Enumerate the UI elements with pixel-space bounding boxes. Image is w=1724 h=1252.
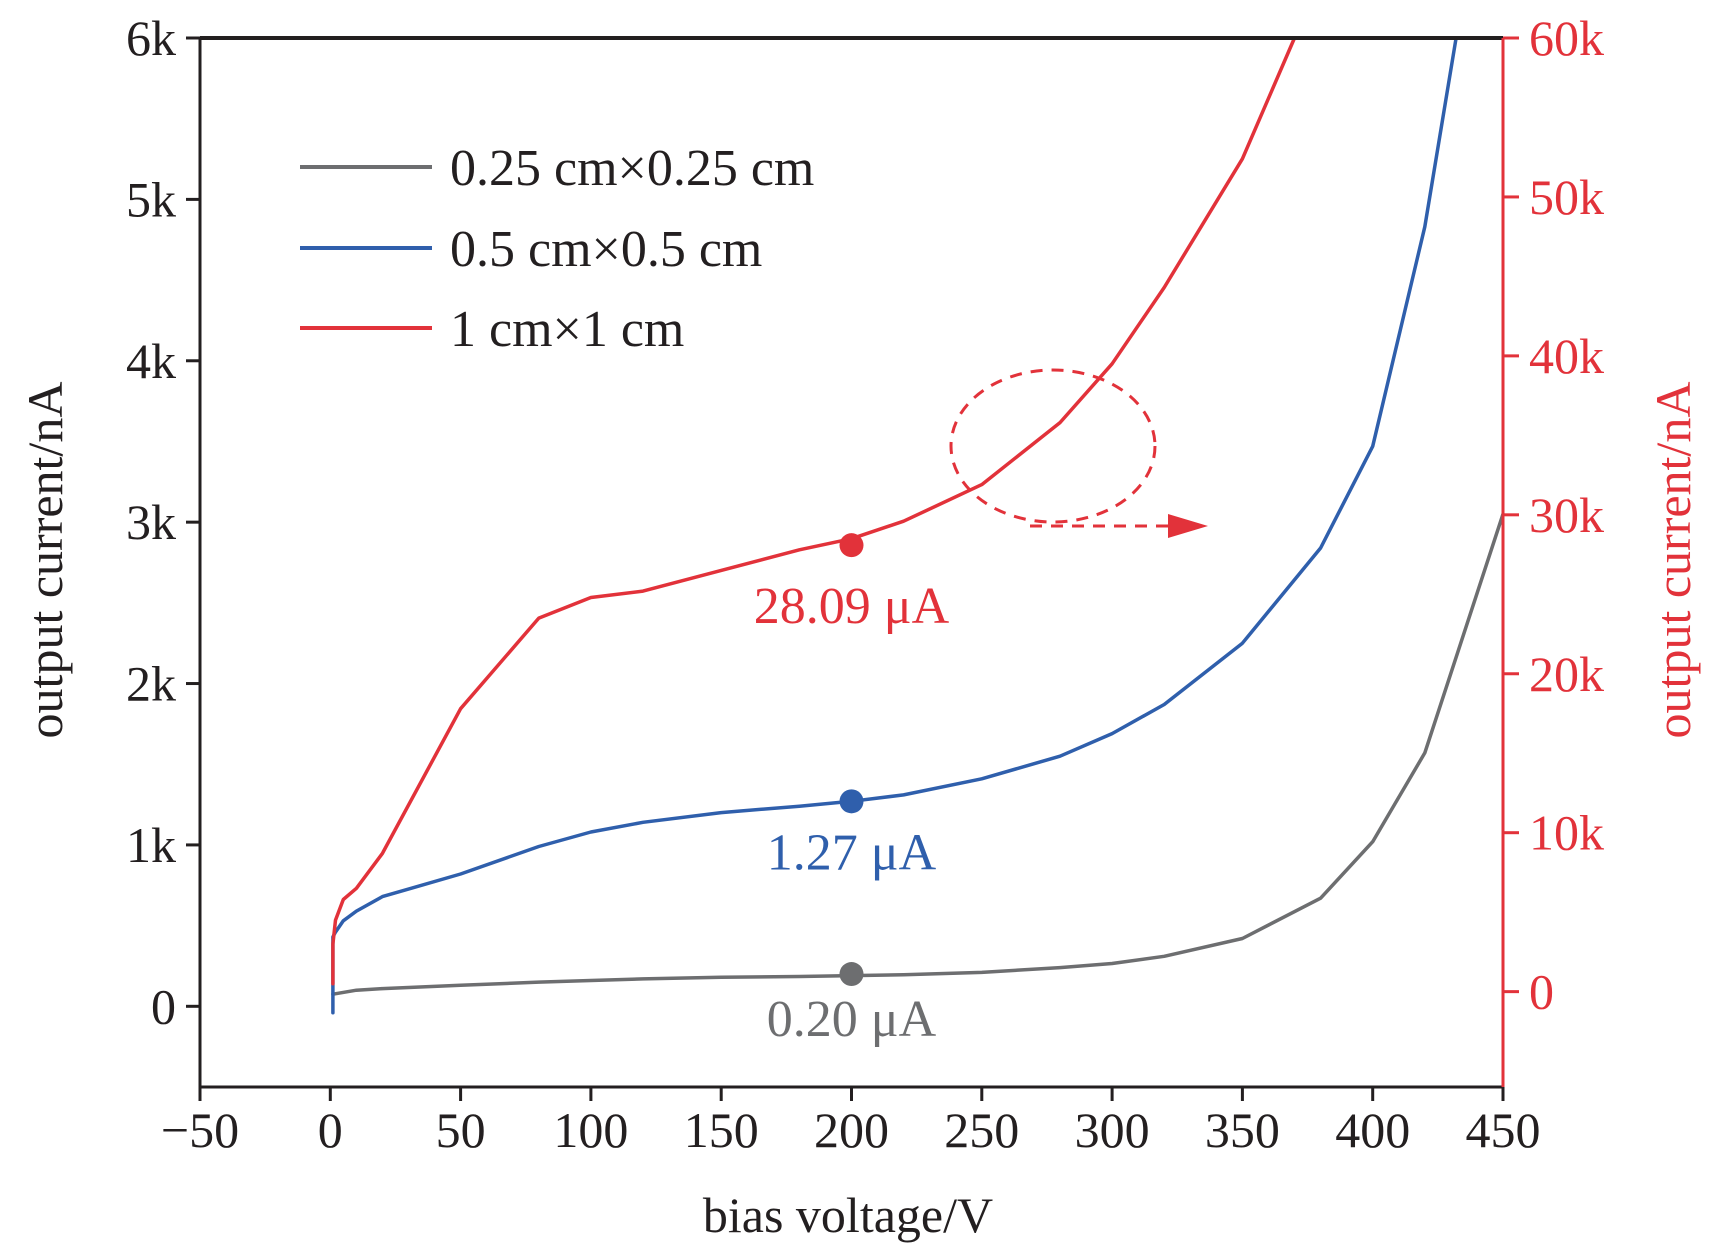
y-left-tick-label: 3k <box>126 494 176 550</box>
y-right-tick-label: 0 <box>1529 964 1554 1020</box>
series-line-1 <box>331 36 1458 1015</box>
x-tick-label: 250 <box>944 1102 1019 1158</box>
highlight-point <box>839 962 864 987</box>
y-right-tick-label: 40k <box>1529 328 1604 384</box>
highlight-point-label: 28.09 μA <box>754 578 950 635</box>
y-axis-left-title: output current/nA <box>17 382 73 739</box>
legend: 0.25 cm×0.25 cm 0.5 cm×0.5 cm 1 cm×1 cm <box>300 140 814 358</box>
x-tick-label: 50 <box>436 1102 486 1158</box>
series-line-2 <box>331 36 1297 986</box>
y-left-tick-label: 4k <box>126 333 176 389</box>
x-tick-label: 0 <box>318 1102 343 1158</box>
legend-label-red: 1 cm×1 cm <box>450 301 684 358</box>
indicator-arrow-head <box>1168 514 1208 538</box>
y-left-tick-label: 1k <box>126 817 176 873</box>
x-axis-title: bias voltage/V <box>703 1187 993 1243</box>
x-tick-label: 450 <box>1466 1102 1541 1158</box>
y-right-tick-label: 20k <box>1529 646 1604 702</box>
highlight-points: 0.20 μA 1.27 μA 28.09 μA <box>754 533 950 1048</box>
legend-label-gray: 0.25 cm×0.25 cm <box>450 140 814 197</box>
x-tick-label: −50 <box>161 1102 239 1158</box>
y-left-tick-label: 0 <box>151 978 176 1034</box>
y-left-tick-label: 2k <box>126 656 176 712</box>
highlight-point <box>839 789 864 814</box>
y-axis-right-title: output current/nA <box>1645 382 1701 739</box>
x-tick-label: 400 <box>1335 1102 1410 1158</box>
highlight-point-label: 0.20 μA <box>767 991 937 1048</box>
y-right-tick-label: 10k <box>1529 805 1604 861</box>
x-tick-label: 100 <box>553 1102 628 1158</box>
y-right-tick-label: 60k <box>1529 10 1604 66</box>
highlight-point <box>839 533 864 558</box>
dashed-ellipse <box>949 368 1157 524</box>
right-axis-indicator <box>949 368 1208 538</box>
series-line-0 <box>331 512 1505 996</box>
x-tick-label: 150 <box>684 1102 759 1158</box>
highlight-point-label: 1.27 μA <box>767 824 937 881</box>
series-layer <box>331 36 1505 1015</box>
x-tick-label: 350 <box>1205 1102 1280 1158</box>
y-left-tick-label: 6k <box>126 10 176 66</box>
ticks: −50 0 50 100 150 200 250 300 350 400 450 0 1k 2k 3k 4k 5… <box>126 10 1604 1158</box>
legend-label-blue: 0.5 cm×0.5 cm <box>450 221 762 278</box>
y-right-tick-label: 30k <box>1529 487 1604 543</box>
y-right-tick-label: 50k <box>1529 169 1604 225</box>
x-tick-label: 300 <box>1075 1102 1150 1158</box>
x-tick-label: 200 <box>814 1102 889 1158</box>
y-left-tick-label: 5k <box>126 171 176 227</box>
